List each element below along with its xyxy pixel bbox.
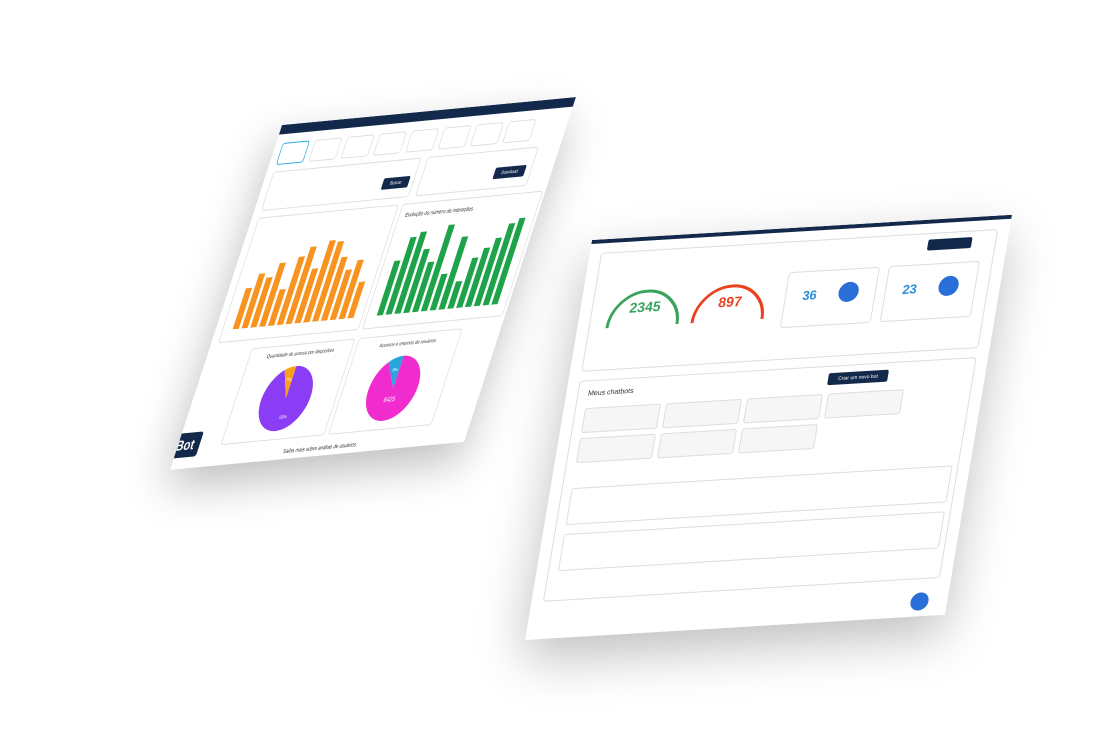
bot-tiles: [558, 389, 953, 572]
bar: [232, 287, 253, 330]
bar: [259, 262, 286, 327]
bar: [312, 241, 345, 322]
stat-card: [780, 266, 880, 329]
pie-slice: [388, 355, 404, 389]
slice-label: 7%: [285, 376, 292, 382]
bar: [294, 268, 319, 324]
chart-title: Acessos e retornos de usuários: [378, 338, 437, 350]
pie-slice: [284, 365, 297, 399]
stat-value: 23: [901, 281, 918, 297]
bar: [447, 280, 463, 309]
bar: [438, 236, 469, 310]
header-bar: [278, 96, 576, 135]
bar: [303, 240, 336, 323]
top-border: [591, 214, 1012, 244]
chatbots-panel: 2345 897 36 23 Meus chatbots Criar um no…: [525, 214, 1012, 641]
download-label: Download: [501, 168, 520, 175]
bar: [347, 281, 366, 319]
bar: [420, 224, 456, 312]
robot-icon: [938, 275, 959, 296]
bar: [267, 288, 286, 326]
bar: [376, 260, 401, 316]
chatbots-view: 2345 897 36 23 Meus chatbots Criar um no…: [543, 214, 1012, 611]
create-button[interactable]: [827, 369, 889, 386]
logo: Bot: [173, 436, 197, 454]
bar: [464, 247, 491, 308]
analytics-panel: Buscar Download Evolução do número de in…: [167, 96, 577, 470]
bar: [473, 237, 503, 307]
bar: [385, 236, 417, 315]
gauge-value: 2345: [628, 298, 662, 316]
gauge-value: 897: [717, 293, 743, 310]
bar: [411, 261, 435, 313]
bar: [456, 257, 479, 309]
search-button[interactable]: [381, 175, 411, 190]
download-button[interactable]: [492, 164, 527, 180]
create-label: Criar um novo bot: [838, 374, 879, 382]
section-title: Meus chatbots: [587, 388, 634, 398]
stat-card: [880, 260, 980, 323]
search-label: Buscar: [389, 179, 403, 186]
slice-label: 93%: [278, 414, 287, 420]
filter-card: [261, 157, 421, 211]
download-card: [416, 146, 539, 197]
stat-value: 36: [801, 287, 818, 303]
bar: [394, 231, 428, 314]
slice-label: 9%: [392, 367, 399, 373]
tabs: [276, 119, 536, 165]
bar: [491, 217, 526, 305]
bar: [482, 223, 516, 306]
bar: [403, 248, 431, 314]
bar: [429, 273, 448, 311]
robot-mascot: [910, 592, 929, 611]
bar: [320, 256, 348, 321]
pie-slice: [258, 365, 313, 432]
robot-icon: [838, 281, 859, 302]
bar: [276, 256, 306, 326]
bar: [338, 259, 364, 320]
action-button[interactable]: [927, 237, 973, 251]
bar: [241, 273, 266, 329]
bar: [250, 276, 273, 328]
pie-slice: [365, 355, 421, 421]
bar: [329, 269, 353, 321]
bar: [285, 246, 317, 325]
analytics-view: Buscar Download Evolução do número de in…: [167, 96, 576, 459]
gauge-arc: [690, 284, 764, 324]
gauge-arc: [605, 289, 679, 329]
pie-center-label: 8425: [382, 396, 396, 405]
footer-link[interactable]: Saiba mais sobre análise de usuários: [282, 442, 357, 455]
